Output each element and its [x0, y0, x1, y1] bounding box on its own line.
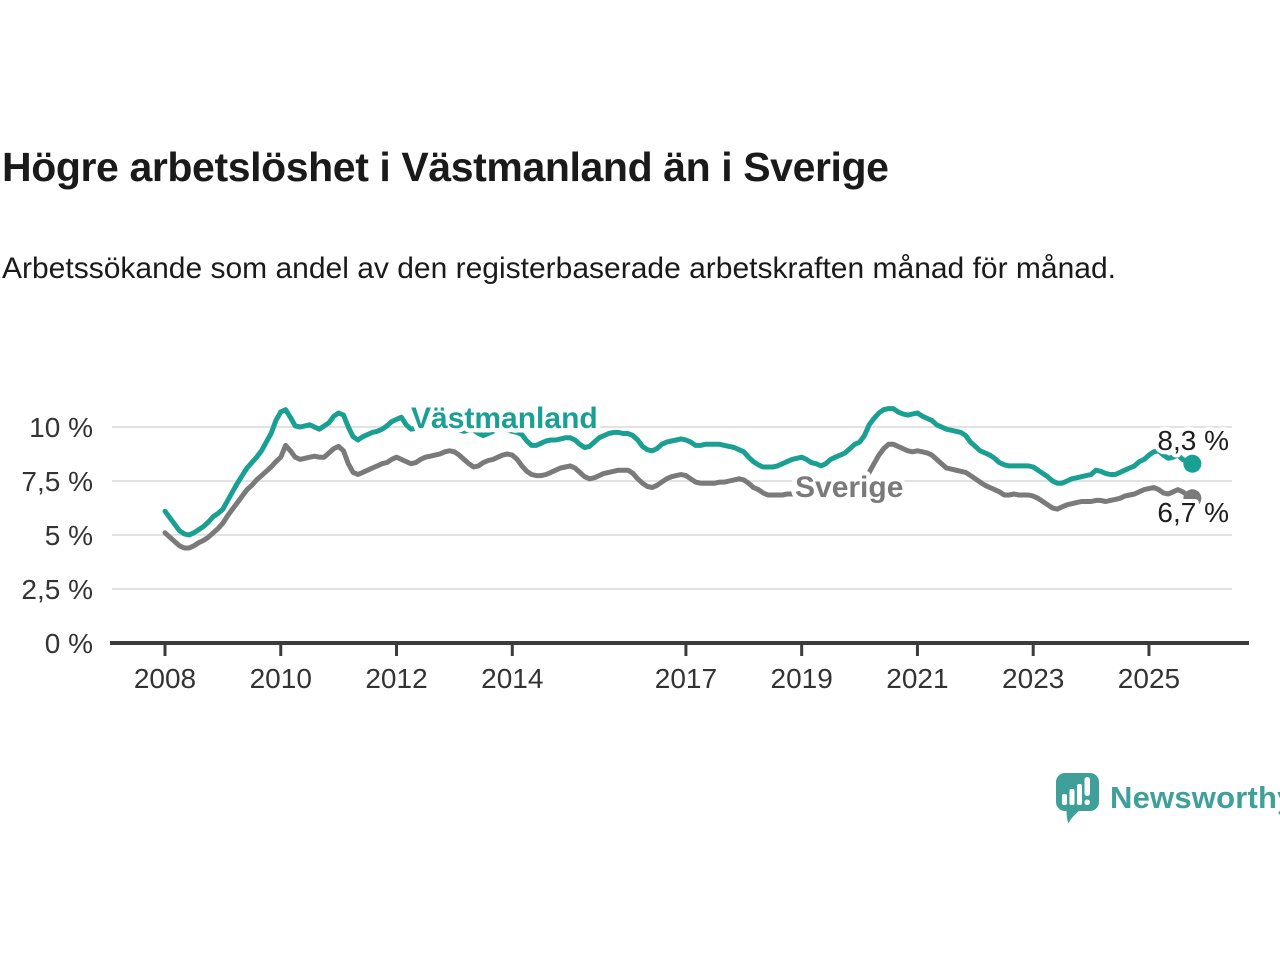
x-tick-label: 2014: [481, 663, 543, 694]
bar-3: [1077, 784, 1082, 805]
newsworthy-bubble-icon: [1056, 773, 1099, 824]
series-end-dot-vastmanland: [1183, 454, 1202, 473]
y-tick-label: 7,5 %: [21, 466, 93, 497]
end-value-label-sverige: 6,7 %: [1157, 497, 1229, 528]
y-tick-label: 5 %: [45, 520, 93, 551]
series-label-sverige: Sverige: [795, 471, 903, 504]
x-tick-label: 2010: [250, 663, 312, 694]
line-chart: 0 % 2,5 % 5 % 7,5 % 10 % 2008 2010 2012 2014 2017…: [21, 398, 1249, 694]
newsworthy-logo: Newsworthy: [1054, 771, 1280, 824]
y-tick-label: 2,5 %: [21, 574, 93, 605]
exclamation-bar: [1084, 777, 1090, 796]
y-tick-label: 0 %: [45, 628, 93, 659]
chart-title: Högre arbetslöshet i Västmanland än i Sv…: [2, 144, 889, 190]
series-line-vastmanland: [162, 406, 1195, 538]
x-tick-label: 2023: [1002, 663, 1064, 694]
x-tick-label: 2021: [886, 663, 948, 694]
bar-1: [1062, 794, 1067, 805]
x-tick-label: 2008: [134, 663, 196, 694]
y-tick-label: 10 %: [29, 412, 93, 443]
x-tick-label: 2017: [655, 663, 717, 694]
exclamation-dot: [1084, 799, 1090, 805]
brand-name: Newsworthy: [1110, 779, 1280, 815]
series-end-dot-sverige: [1183, 489, 1202, 508]
series-label-vastmanland: Västmanland: [411, 402, 598, 435]
chart-subtitle: Arbetssökande som andel av den registerb…: [2, 252, 1116, 285]
series-line-sverige: [162, 441, 1195, 551]
bar-2: [1069, 789, 1075, 805]
end-value-label-vastmanland: 8,3 %: [1157, 425, 1229, 456]
x-tick-label: 2019: [771, 663, 833, 694]
x-tick-label: 2012: [365, 663, 427, 694]
x-tick-label: 2025: [1118, 663, 1180, 694]
